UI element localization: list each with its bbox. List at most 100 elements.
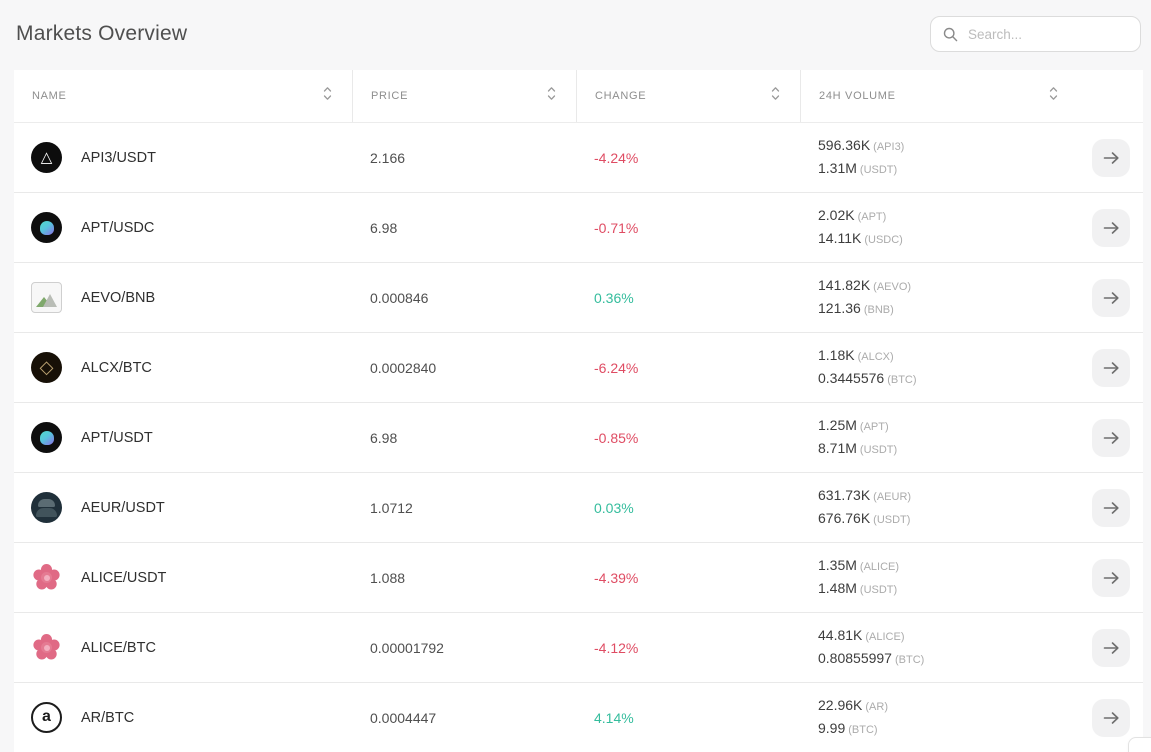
volume-base-unit: (AEUR) xyxy=(873,490,912,503)
arrow-right-icon xyxy=(1103,361,1119,374)
sort-icon[interactable] xyxy=(1049,86,1058,106)
price-value: 0.00001792 xyxy=(370,639,444,656)
price-value: 1.088 xyxy=(370,569,406,586)
volume-quote-value: 8.71M xyxy=(818,439,857,456)
volume-quote-unit: (BNB) xyxy=(863,303,894,316)
price-value: 2.166 xyxy=(370,149,406,166)
table-header-row: NAME PRICE CHANGE 24H VOLUME xyxy=(14,70,1143,123)
table-row[interactable]: △ API3/USDT 2.166 -4.24% 596.36K (API3) 1… xyxy=(14,123,1143,193)
price-value: 0.000846 xyxy=(370,289,429,306)
table-row[interactable]: a AR/BTC 0.0004447 4.14% 22.96K (AR) 9.99… xyxy=(14,683,1143,752)
arrow-right-icon xyxy=(1103,711,1119,724)
volume-base-value: 44.81K xyxy=(818,626,863,643)
open-market-button[interactable] xyxy=(1092,278,1130,317)
pair-label: ALICE/BTC xyxy=(81,639,156,656)
table-row[interactable]: AEUR/USDT 1.0712 0.03% 631.73K (AEUR) 676… xyxy=(14,473,1143,543)
volume-quote-unit: (BTC) xyxy=(887,373,917,386)
arrow-right-icon xyxy=(1103,221,1119,234)
apricot-coin-icon xyxy=(31,422,62,453)
table-row[interactable]: ALICE/USDT 1.088 -4.39% 1.35M (ALICE) 1.4… xyxy=(14,543,1143,613)
open-market-button[interactable] xyxy=(1092,138,1130,177)
page-title: Markets Overview xyxy=(16,22,188,45)
volume-base-unit: (AR) xyxy=(865,700,888,713)
sort-icon[interactable] xyxy=(323,86,332,106)
pair-label: API3/USDT xyxy=(81,149,156,166)
ar-coin-icon: a xyxy=(31,702,62,733)
price-value: 1.0712 xyxy=(370,499,413,516)
volume-quote-value: 9.99 xyxy=(818,719,846,736)
search-box[interactable] xyxy=(930,16,1141,52)
table-body: △ API3/USDT 2.166 -4.24% 596.36K (API3) 1… xyxy=(14,123,1143,752)
change-value: 0.36% xyxy=(594,289,634,306)
corner-widget-peek[interactable] xyxy=(1128,737,1151,752)
volume-quote-unit: (BTC) xyxy=(848,723,878,736)
search-input[interactable] xyxy=(968,26,1128,42)
pair-label: AEVO/BNB xyxy=(81,289,156,306)
arrow-right-icon xyxy=(1103,641,1119,654)
sort-icon[interactable] xyxy=(547,86,556,106)
volume-base-unit: (ALCX) xyxy=(857,350,894,363)
volume-base-value: 1.35M xyxy=(818,556,857,573)
aeur-coin-icon xyxy=(31,492,62,523)
volume-quote-unit: (USDT) xyxy=(873,513,911,526)
alice-coin-icon xyxy=(31,562,62,593)
table-row[interactable]: ALICE/BTC 0.00001792 -4.12% 44.81K (ALICE… xyxy=(14,613,1143,683)
volume-quote-value: 1.48M xyxy=(818,579,857,596)
table-row[interactable]: APT/USDT 6.98 -0.85% 1.25M (APT) 8.71M (US… xyxy=(14,403,1143,473)
column-header-actions xyxy=(1078,70,1143,122)
alcx-coin-icon: ◇ xyxy=(31,352,62,383)
column-header-name[interactable]: NAME xyxy=(14,70,352,122)
table-row[interactable]: APT/USDC 6.98 -0.71% 2.02K (APT) 14.11K (U… xyxy=(14,193,1143,263)
change-value: -4.24% xyxy=(594,149,639,166)
volume-quote-value: 0.80855997 xyxy=(818,649,892,666)
api3-coin-icon: △ xyxy=(31,142,62,173)
volume-base-value: 22.96K xyxy=(818,696,863,713)
volume-base-unit: (APT) xyxy=(859,420,889,433)
volume-base-value: 1.25M xyxy=(818,416,857,433)
markets-table: NAME PRICE CHANGE 24H VOLUME xyxy=(14,70,1143,752)
open-market-button[interactable] xyxy=(1092,208,1130,247)
sort-icon[interactable] xyxy=(771,86,780,106)
column-header-24h-volume[interactable]: 24H VOLUME xyxy=(800,70,1078,122)
pair-label: ALCX/BTC xyxy=(81,359,152,376)
column-header-price[interactable]: PRICE xyxy=(352,70,576,122)
search-icon xyxy=(943,27,958,41)
open-market-button[interactable] xyxy=(1092,348,1130,387)
change-value: -4.12% xyxy=(594,639,639,656)
table-row[interactable]: AEVO/BNB 0.000846 0.36% 141.82K (AEVO) 12… xyxy=(14,263,1143,333)
volume-base-unit: (APT) xyxy=(857,210,887,223)
open-market-button[interactable] xyxy=(1092,558,1130,597)
arrow-right-icon xyxy=(1103,291,1119,304)
volume-quote-value: 676.76K xyxy=(818,509,871,526)
arrow-right-icon xyxy=(1103,501,1119,514)
volume-base-unit: (ALICE) xyxy=(865,630,905,643)
volume-base-value: 141.82K xyxy=(818,276,871,293)
pair-label: ALICE/USDT xyxy=(81,569,167,586)
price-value: 0.0004447 xyxy=(370,709,437,726)
price-value: 6.98 xyxy=(370,429,398,446)
volume-quote-value: 1.31M xyxy=(818,159,857,176)
volume-quote-value: 121.36 xyxy=(818,299,861,316)
volume-quote-unit: (USDT) xyxy=(859,583,898,596)
open-market-button[interactable] xyxy=(1092,418,1130,457)
change-value: -6.24% xyxy=(594,359,639,376)
pair-label: AR/BTC xyxy=(81,709,135,726)
open-market-button[interactable] xyxy=(1092,628,1130,667)
change-value: -0.85% xyxy=(594,429,639,446)
volume-base-unit: (API3) xyxy=(873,140,905,153)
volume-base-value: 2.02K xyxy=(818,206,855,223)
alice-coin-icon xyxy=(31,632,62,663)
arrow-right-icon xyxy=(1103,431,1119,444)
top-bar: Markets Overview xyxy=(0,0,1151,66)
change-value: 4.14% xyxy=(594,709,634,726)
change-value: -0.71% xyxy=(594,219,639,236)
column-header-change[interactable]: CHANGE xyxy=(576,70,800,122)
volume-quote-value: 0.3445576 xyxy=(818,369,885,386)
volume-base-value: 596.36K xyxy=(818,136,871,153)
pair-label: AEUR/USDT xyxy=(81,499,165,516)
open-market-button[interactable] xyxy=(1092,488,1130,527)
open-market-button[interactable] xyxy=(1092,698,1130,737)
broken-coin-icon xyxy=(31,282,62,313)
table-row[interactable]: ◇ ALCX/BTC 0.0002840 -6.24% 1.18K (ALCX) … xyxy=(14,333,1143,403)
volume-quote-value: 14.11K xyxy=(818,229,862,246)
